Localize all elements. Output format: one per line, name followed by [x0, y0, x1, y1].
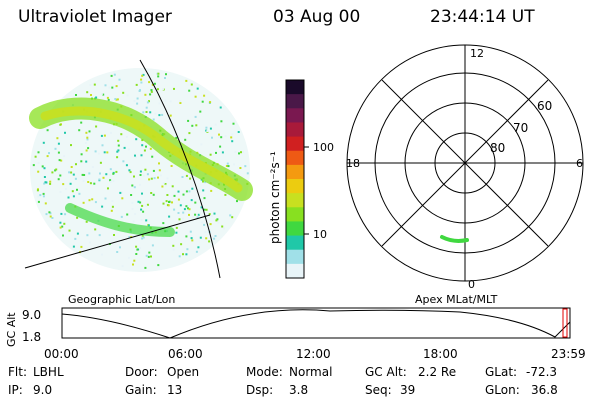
- colorbar-segment: [286, 94, 304, 109]
- xtick-0000: 00:00: [44, 347, 79, 361]
- ip-value: 9.0: [33, 383, 53, 397]
- polar-aurora-feature: [440, 235, 469, 243]
- date-label: 03 Aug 00: [273, 7, 361, 27]
- mlt-label-12: 12: [470, 47, 484, 60]
- dsp-key: Dsp:: [246, 383, 274, 397]
- colorbar-segment: [286, 207, 304, 223]
- xtick-2359: 23:59: [551, 347, 586, 361]
- colorbar-label: photon cm⁻²s⁻¹: [268, 151, 282, 244]
- mlt-label-6: 6: [576, 157, 583, 170]
- door-value: Open: [167, 365, 200, 379]
- altitude-curve: [61, 309, 571, 339]
- glon-key: GLon:: [485, 383, 520, 397]
- colorbar-segment: [286, 150, 304, 166]
- glat-key: GLat:: [485, 365, 518, 379]
- mode-key: Mode:: [246, 365, 283, 379]
- ytick-1.8: 1.8: [22, 330, 41, 344]
- colorbar-segment: [286, 263, 304, 279]
- gain-value: 13: [167, 383, 183, 397]
- colorbar-segment: [286, 136, 304, 152]
- ytick-9: 9.0: [22, 308, 41, 322]
- ip-key: IP:: [8, 383, 23, 397]
- dsp-value: 3.8: [289, 383, 309, 397]
- mlt-label-0: 0: [468, 278, 475, 291]
- mlat-label-70: 70: [513, 121, 528, 135]
- xtick-1200: 12:00: [296, 347, 331, 361]
- colorbar-tick-10: 10: [313, 228, 327, 241]
- glon-value: 36.8: [531, 383, 558, 397]
- mlt-label-18: 18: [346, 157, 360, 170]
- mlat-label-60: 60: [537, 99, 552, 113]
- instrument-title: Ultraviolet Imager: [18, 7, 172, 27]
- mode-value: Normal: [289, 365, 333, 379]
- flt-key: Flt:: [8, 365, 27, 379]
- gcalt-key: GC Alt:: [365, 365, 407, 379]
- geographic-image: [24, 59, 253, 279]
- altitude-ylabel: GC Alt: [5, 312, 18, 347]
- colorbar-segment: [286, 80, 304, 95]
- colorbar-tick-100: 100: [313, 141, 334, 154]
- colorbar-segment: [286, 164, 304, 180]
- seq-value: 39: [400, 383, 416, 397]
- flt-value: LBHL: [33, 365, 64, 379]
- colorbar-segment: [286, 179, 304, 194]
- seq-key: Seq:: [365, 383, 392, 397]
- day-night-terminator: [139, 59, 221, 279]
- mlat-label-80: 80: [490, 141, 505, 155]
- colorbar-segment: [286, 122, 304, 138]
- polar-panel-label: Apex MLat/MLT: [415, 293, 498, 306]
- polar-plot: 12 18 6 0 80 70 60: [346, 44, 584, 291]
- gcalt-value: 2.2 Re: [418, 365, 457, 379]
- current-time-marker: [562, 308, 568, 338]
- xtick-0600: 06:00: [168, 347, 203, 361]
- gain-key: Gain:: [125, 383, 157, 397]
- colorbar-segment: [286, 108, 304, 124]
- glat-value: -72.3: [526, 365, 558, 379]
- door-key: Door:: [125, 365, 158, 379]
- colorbar-segment: [286, 235, 304, 251]
- colorbar-segment: [286, 193, 304, 208]
- colorbar: 100 10 photon cm⁻²s⁻¹: [268, 79, 334, 279]
- grid-line: [24, 214, 211, 269]
- geo-panel-label: Geographic Lat/Lon: [68, 293, 175, 306]
- colorbar-segment: [286, 221, 304, 237]
- altitude-plot: 9.0 1.8 GC Alt 00:00 06:00 12:00 18:00 2…: [5, 307, 586, 361]
- time-label: 23:44:14 UT: [430, 7, 535, 27]
- xtick-1800: 18:00: [423, 347, 458, 361]
- colorbar-segment: [286, 249, 304, 265]
